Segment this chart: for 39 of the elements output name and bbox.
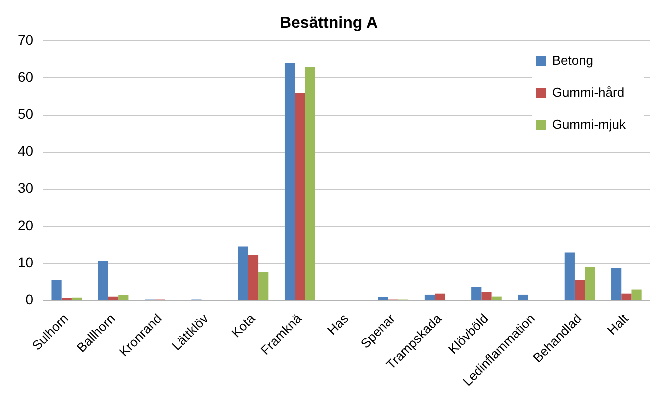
legend-label: Gummi-hård bbox=[552, 84, 625, 100]
bar bbox=[72, 298, 82, 300]
legend-label: Gummi-mjuk bbox=[552, 116, 626, 132]
bar bbox=[98, 261, 108, 300]
bar bbox=[52, 280, 62, 300]
x-tick-label: Halt bbox=[604, 310, 632, 338]
y-tick-label: 60 bbox=[18, 69, 34, 86]
y-tick-label: 20 bbox=[18, 217, 34, 234]
y-tick-label: 50 bbox=[18, 106, 34, 122]
bar bbox=[482, 292, 492, 300]
chart-title: Besättning A bbox=[280, 15, 378, 32]
bar bbox=[248, 254, 259, 300]
bar bbox=[118, 295, 129, 300]
bar bbox=[305, 67, 316, 300]
y-tick-label: 10 bbox=[18, 254, 34, 270]
x-tick-label: Has bbox=[324, 310, 352, 338]
bar bbox=[472, 287, 482, 300]
bar bbox=[284, 63, 296, 300]
bar bbox=[238, 246, 248, 300]
bar bbox=[564, 252, 575, 300]
y-tick-label: 30 bbox=[18, 180, 34, 196]
y-tick-label: 0 bbox=[26, 291, 34, 308]
bar bbox=[435, 294, 446, 300]
bar bbox=[492, 296, 502, 300]
bar bbox=[295, 93, 306, 300]
bar bbox=[518, 294, 528, 300]
bar bbox=[258, 272, 269, 300]
bar bbox=[632, 290, 642, 300]
x-tick-label: Kota bbox=[228, 310, 259, 341]
legend-label: Betong bbox=[552, 52, 594, 68]
bar bbox=[108, 296, 119, 300]
bar bbox=[574, 280, 586, 300]
y-tick-label: 70 bbox=[18, 32, 34, 48]
y-tick-label: 40 bbox=[18, 143, 34, 160]
bar bbox=[378, 297, 388, 300]
bar bbox=[585, 267, 596, 300]
bar bbox=[424, 294, 436, 300]
bar bbox=[622, 294, 632, 300]
bar bbox=[612, 268, 622, 300]
